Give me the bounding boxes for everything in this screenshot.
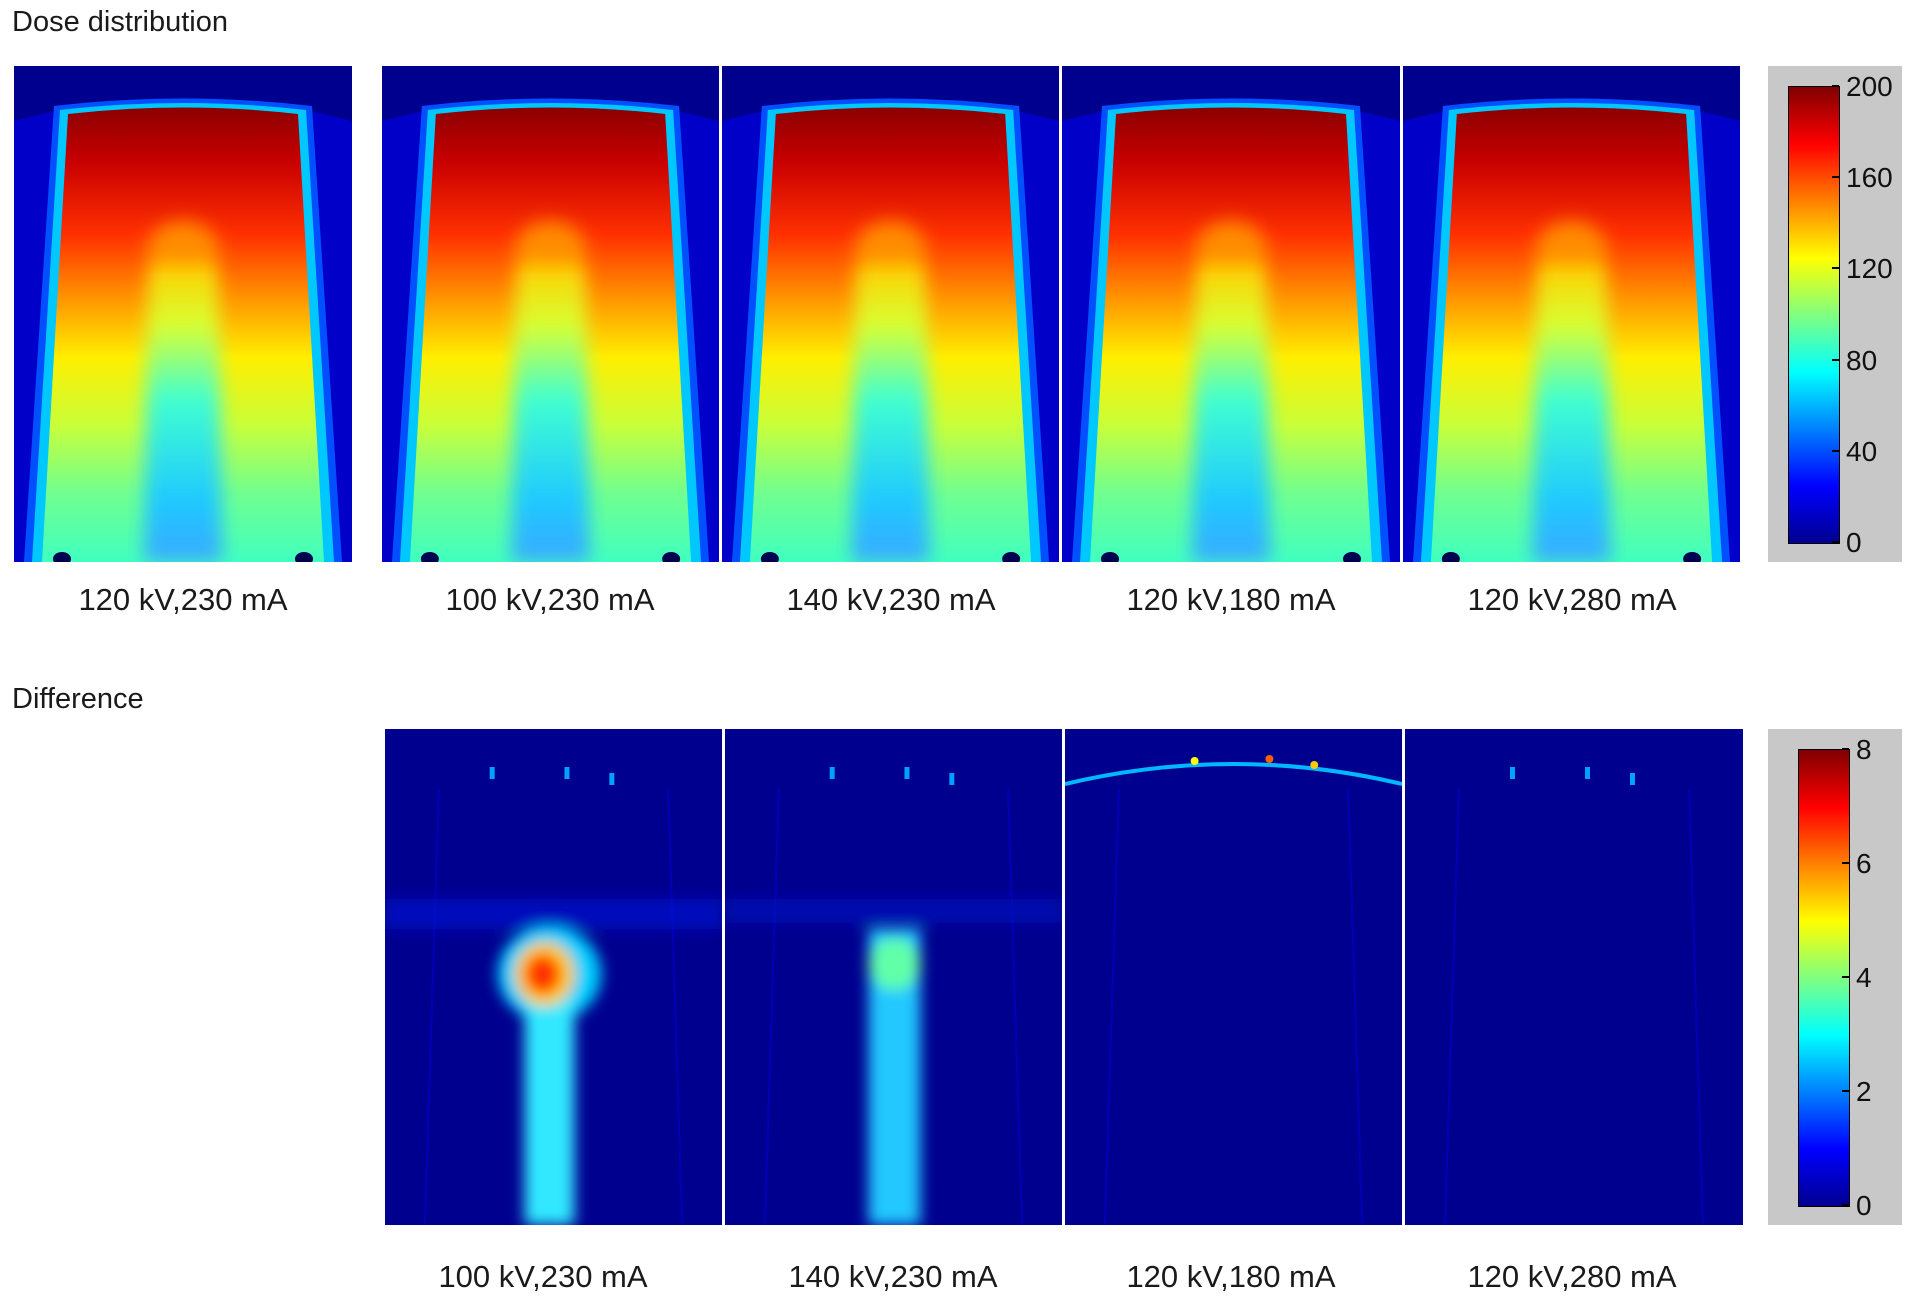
difference-panel-2 bbox=[725, 729, 1062, 1225]
colorbar-tick-label: 200 bbox=[1846, 71, 1893, 102]
difference-caption-1: 100 kV,230 mA bbox=[438, 1259, 648, 1294]
dose-caption-1: 120 kV,230 mA bbox=[78, 582, 288, 617]
colorbar-tick-label: 8 bbox=[1856, 734, 1872, 765]
dose-panel-3 bbox=[722, 66, 1059, 562]
difference-caption-2: 140 kV,230 mA bbox=[788, 1259, 998, 1294]
colorbar-tick-label: 6 bbox=[1856, 848, 1872, 879]
dose-caption-4: 120 kV,180 mA bbox=[1126, 582, 1336, 617]
dose-caption-5: 120 kV,280 mA bbox=[1467, 582, 1677, 617]
colorbar-tick-mark bbox=[1832, 85, 1839, 87]
difference-colorbar-frame: 8 6 4 2 0 bbox=[1768, 729, 1902, 1225]
colorbar-tick-label: 120 bbox=[1846, 253, 1893, 285]
dose-panel-2 bbox=[382, 66, 719, 562]
colorbar-tick-label: 2 bbox=[1856, 1076, 1872, 1107]
colorbar-tick-label: 40 bbox=[1846, 435, 1878, 467]
dose-caption-2: 100 kV,230 mA bbox=[445, 582, 655, 617]
difference-caption-4: 120 kV,280 mA bbox=[1467, 1259, 1677, 1294]
dose-panel-4 bbox=[1062, 66, 1400, 562]
difference-panel-3 bbox=[1065, 729, 1402, 1225]
colorbar-tick-mark bbox=[1832, 358, 1839, 361]
dose-colorbar bbox=[1788, 86, 1840, 544]
colorbar-tick-label: 0 bbox=[1856, 1190, 1872, 1221]
colorbar-tick-label: 4 bbox=[1856, 962, 1872, 993]
dose-colorbar-frame: 200 160 120 80 40 0 bbox=[1768, 66, 1902, 562]
colorbar-tick-mark bbox=[1842, 1090, 1849, 1092]
dose-panel-1 bbox=[14, 66, 352, 562]
colorbar-tick-mark bbox=[1832, 541, 1839, 543]
difference-panel-4 bbox=[1405, 729, 1743, 1225]
colorbar-tick-mark bbox=[1832, 176, 1839, 179]
dose-panel-5 bbox=[1403, 66, 1740, 562]
colorbar-tick-mark bbox=[1842, 862, 1849, 864]
colorbar-tick-mark bbox=[1842, 1204, 1849, 1206]
colorbar-tick-label: 0 bbox=[1846, 527, 1862, 558]
colorbar-tick-label: 80 bbox=[1846, 344, 1878, 376]
difference-caption-3: 120 kV,180 mA bbox=[1126, 1259, 1336, 1294]
colorbar-tick-mark bbox=[1832, 449, 1839, 452]
colorbar-tick-label: 160 bbox=[1846, 162, 1893, 194]
colorbar-tick-mark bbox=[1842, 748, 1849, 750]
difference-panel-1 bbox=[385, 729, 722, 1225]
dose-caption-3: 140 kV,230 mA bbox=[786, 582, 996, 617]
dose-distribution-title: Dose distribution bbox=[12, 6, 228, 38]
difference-title: Difference bbox=[12, 683, 144, 715]
colorbar-tick-mark bbox=[1832, 267, 1839, 270]
difference-colorbar bbox=[1798, 749, 1850, 1207]
colorbar-tick-mark bbox=[1842, 976, 1849, 978]
